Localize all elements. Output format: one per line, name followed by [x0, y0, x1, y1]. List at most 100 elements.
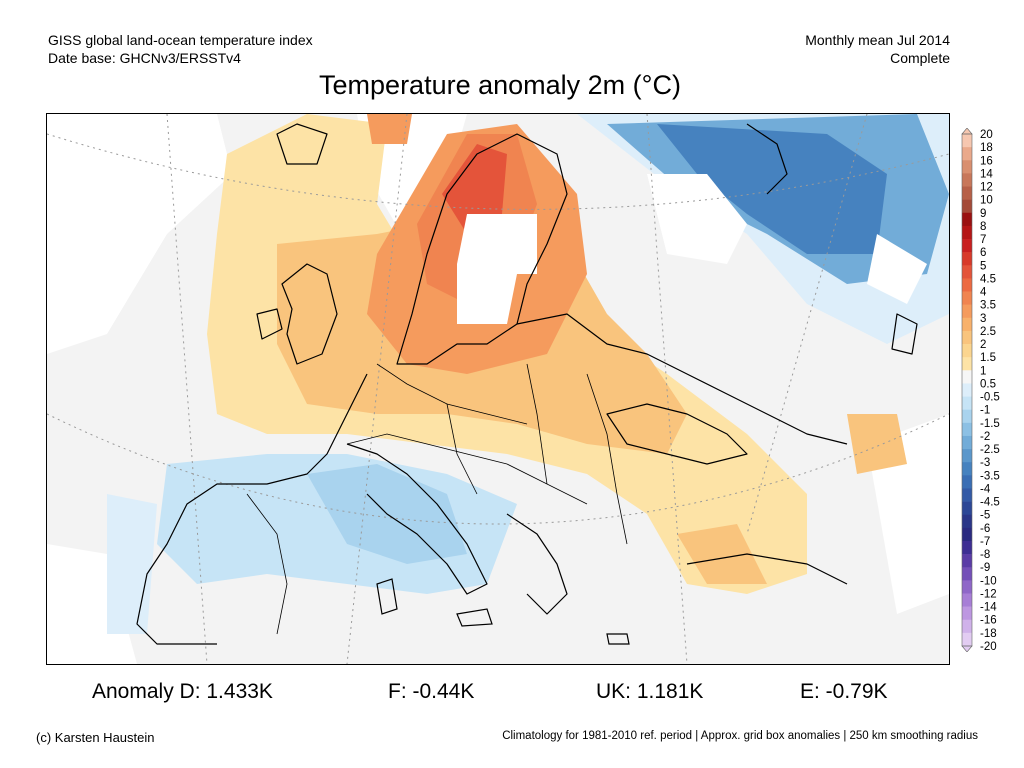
colorbar-swatch: [962, 554, 972, 568]
colorbar-swatch: [962, 593, 972, 607]
colorbar-tick-label: 5: [980, 260, 986, 272]
colorbar-tick-label: -8: [980, 549, 990, 561]
colorbar-swatch: [962, 252, 972, 266]
colorbar-tick-label: 12: [980, 182, 993, 194]
colorbar-tick-label: 2.5: [980, 326, 996, 338]
colorbar-swatch: [962, 409, 972, 424]
dataset-title: GISS global land-ocean temperature index: [48, 32, 313, 48]
colorbar-swatch: [962, 330, 972, 345]
colorbar-tick-label: -5: [980, 510, 990, 522]
colorbar-tick-label: 2: [980, 339, 986, 351]
colorbar-swatch: [962, 357, 972, 371]
colorbar-swatch: [962, 422, 972, 437]
colorbar-tick-label: 16: [980, 155, 993, 167]
header-left: GISS global land-ocean temperature index…: [48, 31, 313, 67]
graticule: [47, 114, 949, 664]
colorbar-swatch: [962, 291, 972, 305]
colorbar-tick-label: -4: [980, 483, 991, 495]
data-base-label: Date base: GHCNv3/ERSSTv4: [48, 50, 241, 66]
colorbar-tick-label: 3: [980, 313, 986, 325]
no-data-region: [357, 114, 467, 244]
colorbar-tick-label: -4.5: [980, 497, 1000, 509]
anomaly-map: [46, 113, 950, 665]
coastlines: [136, 123, 918, 645]
warm-anomaly-region: [847, 414, 907, 474]
colorbar-swatch: [962, 396, 972, 410]
colorbar-frame: [961, 133, 973, 647]
colorbar-tick-label: -1: [980, 405, 990, 417]
warm-anomaly-region: [677, 524, 767, 584]
no-data-region: [867, 234, 927, 304]
colorbar-swatch: [962, 304, 972, 319]
colorbar-tick-label: -10: [980, 575, 997, 587]
anomaly-uk-value: UK: 1.181K: [596, 680, 704, 703]
no-data-region: [457, 214, 537, 324]
colorbar-swatch: [962, 278, 972, 292]
colorbar-swatch: [962, 317, 972, 332]
colorbar-tick-label: -3: [980, 457, 990, 469]
colorbar-swatch: [962, 212, 972, 227]
colorbar-tick-label: -7: [980, 536, 990, 548]
colorbar-swatch: [962, 488, 972, 502]
colorbar-swatch: [962, 435, 972, 450]
colorbar-tick-label: -14: [980, 602, 997, 614]
map-canvas: [47, 114, 949, 664]
colorbar-tick-label: 6: [980, 247, 986, 259]
colorbar-tick-label: 4.5: [980, 273, 996, 285]
colorbar: 20 18 16 14 12 10 9 8 7 6 5 4.5 4 3.5 3 2.5 2 1.5 1 0.5 -0.5…: [958, 127, 1024, 653]
colorbar-swatch: [962, 383, 972, 397]
cool-anomaly-region: [107, 494, 157, 634]
colorbar-swatch: [962, 475, 972, 489]
colorbar-swatch: [962, 632, 972, 647]
period-label: Monthly mean Jul 2014: [805, 32, 950, 48]
anomaly-f-value: F: -0.44K: [388, 680, 475, 703]
colorbar-tick-label: -2: [980, 431, 990, 443]
colorbar-swatch: [962, 147, 972, 161]
header-right: Monthly mean Jul 2014 Complete: [805, 31, 950, 67]
warm-anomaly-region: [367, 114, 412, 144]
colorbar-tick-label: 1.5: [980, 352, 996, 364]
colorbar-tick-label: -12: [980, 588, 997, 600]
colorbar-tick-label: -9: [980, 562, 990, 574]
colorbar-tick-label: -3.5: [980, 470, 1000, 482]
colorbar-swatch: [962, 199, 972, 214]
colorbar-tick-label: 1: [980, 365, 986, 377]
colorbar-tick-label: -0.5: [980, 392, 1000, 404]
colorbar-swatch: [962, 606, 972, 621]
anomaly-e-value: E: -0.79K: [800, 680, 888, 703]
colorbar-swatch: [962, 239, 972, 253]
country-borders: [246, 363, 628, 635]
colorbar-swatch: [962, 344, 972, 358]
colorbar-tick-label: 3.5: [980, 300, 996, 312]
colorbar-swatch: [962, 580, 972, 594]
colorbar-swatch: [962, 265, 972, 279]
colorbar-swatch: [962, 449, 972, 463]
colorbar-tick-label: 10: [980, 195, 993, 207]
colorbar-swatch: [962, 540, 972, 555]
colorbar-tick-label: -16: [980, 615, 997, 627]
colorbar-swatch: [962, 173, 972, 187]
copyright-credit: (c) Karsten Haustein: [36, 730, 155, 745]
no-data-region: [647, 174, 747, 264]
status-label: Complete: [890, 50, 950, 66]
colorbar-tick-label: 0.5: [980, 378, 996, 390]
colorbar-swatch: [962, 527, 972, 542]
colorbar-swatch: [962, 567, 972, 581]
colorbar-swatch: [962, 370, 972, 384]
colorbar-swatch: [962, 462, 972, 476]
colorbar-swatch: [962, 619, 972, 634]
warm-anomaly-region: [442, 144, 507, 234]
no-data-region: [47, 114, 232, 354]
colorbar-tick-label: 14: [980, 168, 993, 180]
colorbar-swatch: [962, 514, 972, 529]
colorbar-min-arrow: [961, 645, 973, 653]
colorbar-swatch: [962, 225, 972, 240]
colorbar-tick-label: -1.5: [980, 418, 1000, 430]
colorbar-tick-label: 4: [980, 287, 987, 299]
colorbar-swatch: [962, 501, 972, 516]
colorbar-tick-label: 7: [980, 234, 986, 246]
islands: [376, 578, 630, 645]
colorbar-max-arrow: [961, 127, 973, 135]
colorbar-tick-label: -18: [980, 628, 997, 640]
